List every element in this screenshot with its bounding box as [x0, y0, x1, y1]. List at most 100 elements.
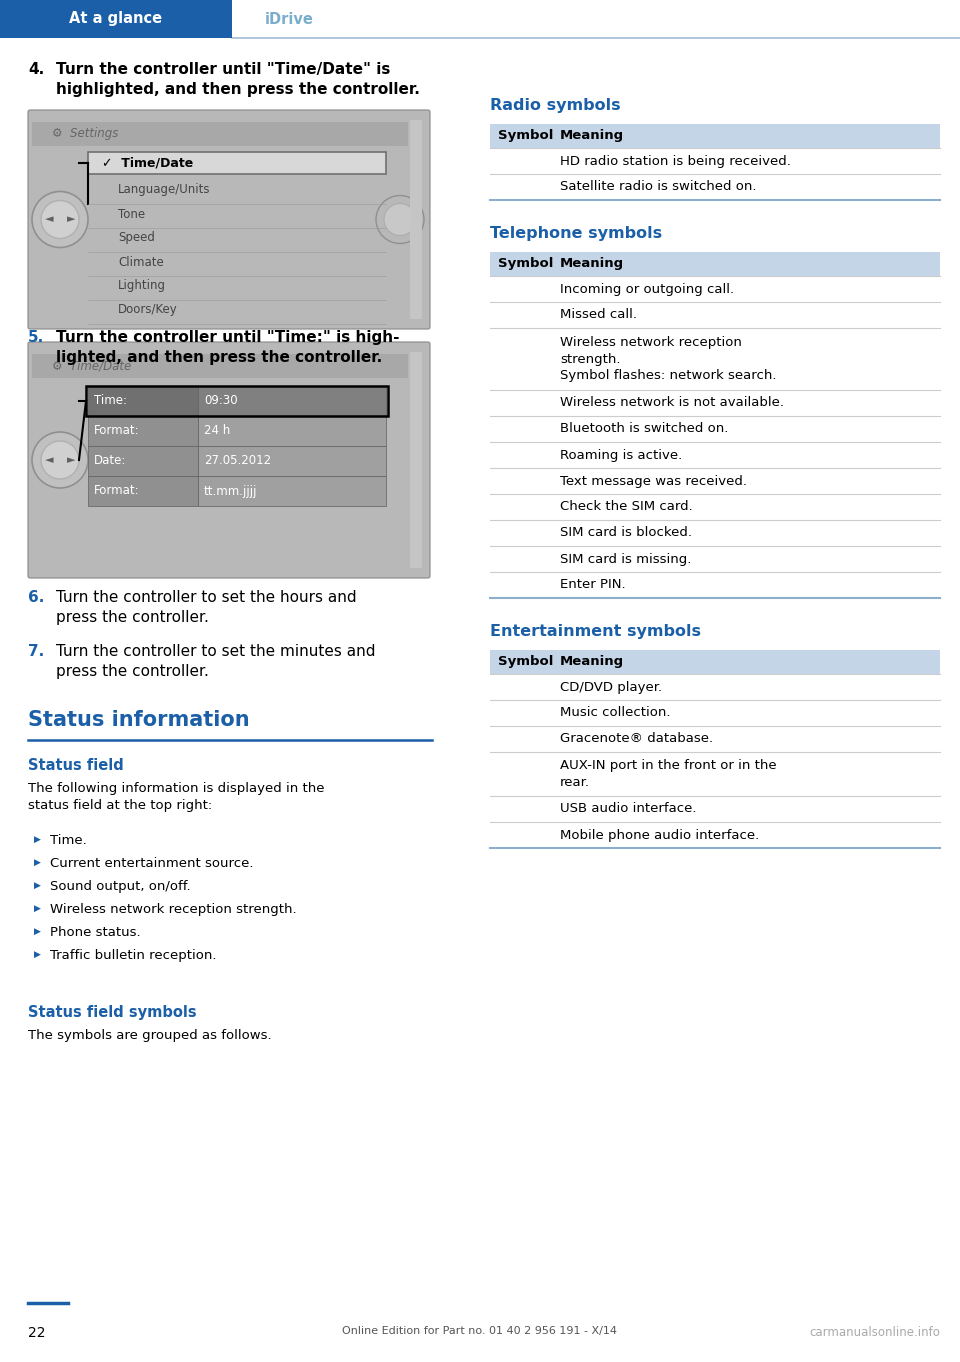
Bar: [32, 123, 408, 146]
Text: ▶: ▶: [34, 858, 41, 868]
Text: Missed call.: Missed call.: [560, 309, 637, 321]
Text: Mobile phone audio interface.: Mobile phone audio interface.: [560, 828, 759, 842]
Circle shape: [32, 432, 88, 488]
Text: Gracenote® database.: Gracenote® database.: [560, 733, 713, 745]
Bar: [0, 0, 232, 38]
Text: Speed: Speed: [118, 232, 155, 245]
Text: 6.: 6.: [28, 590, 44, 605]
Text: Format:: Format:: [94, 425, 139, 437]
Text: ►: ►: [67, 455, 75, 464]
Bar: [198, 385, 386, 415]
Text: ►: ►: [67, 214, 75, 225]
Text: Language/Units: Language/Units: [118, 184, 210, 196]
Text: tt.mm.jjjj: tt.mm.jjjj: [204, 485, 257, 497]
Bar: [88, 475, 198, 507]
Text: 27.05.2012: 27.05.2012: [204, 455, 271, 467]
Text: ⚙  Time/Date: ⚙ Time/Date: [52, 360, 132, 372]
Text: Time:: Time:: [94, 395, 127, 407]
Text: Music collection.: Music collection.: [560, 707, 670, 719]
Text: Turn the controller to set the minutes and
press the controller.: Turn the controller to set the minutes a…: [56, 644, 375, 678]
Bar: [32, 354, 408, 379]
Bar: [490, 650, 940, 674]
Bar: [198, 475, 386, 507]
Text: Telephone symbols: Telephone symbols: [490, 226, 662, 241]
Text: iDrive: iDrive: [265, 11, 314, 26]
Text: 22: 22: [28, 1327, 45, 1340]
Circle shape: [376, 196, 424, 244]
Bar: [490, 124, 940, 148]
Text: ▶: ▶: [34, 951, 41, 959]
Text: ✓  Time/Date: ✓ Time/Date: [102, 157, 193, 169]
Circle shape: [384, 203, 416, 236]
Text: Lighting: Lighting: [118, 279, 166, 293]
Text: Date:: Date:: [94, 455, 127, 467]
Text: The following information is displayed in the
status field at the top right:: The following information is displayed i…: [28, 782, 324, 812]
Bar: [410, 351, 422, 568]
Text: Climate: Climate: [118, 256, 164, 268]
Text: Time.: Time.: [50, 834, 86, 847]
Text: 4.: 4.: [28, 63, 44, 78]
Text: 09:30: 09:30: [204, 395, 238, 407]
Bar: [88, 445, 198, 475]
Text: Status field: Status field: [28, 759, 124, 774]
Circle shape: [32, 192, 88, 248]
Text: Current entertainment source.: Current entertainment source.: [50, 857, 253, 870]
Text: Turn the controller until "Time:" is high-
lighted, and then press the controlle: Turn the controller until "Time:" is hig…: [56, 330, 399, 365]
Text: Meaning: Meaning: [560, 129, 624, 143]
Text: The symbols are grouped as follows.: The symbols are grouped as follows.: [28, 1030, 272, 1042]
Text: 5.: 5.: [28, 330, 44, 345]
FancyBboxPatch shape: [28, 342, 430, 577]
Text: carmanualsonline.info: carmanualsonline.info: [809, 1327, 940, 1339]
Text: At a glance: At a glance: [69, 11, 162, 26]
Text: HD radio station is being received.: HD radio station is being received.: [560, 154, 791, 168]
Text: Entertainment symbols: Entertainment symbols: [490, 624, 701, 639]
Text: Bluetooth is switched on.: Bluetooth is switched on.: [560, 422, 729, 436]
Text: Symbol: Symbol: [498, 129, 553, 143]
Text: Enter PIN.: Enter PIN.: [560, 579, 626, 591]
Text: Phone status.: Phone status.: [50, 926, 140, 938]
Text: Wireless network reception strength.: Wireless network reception strength.: [50, 903, 297, 917]
Text: Status field symbols: Status field symbols: [28, 1005, 197, 1020]
Text: Incoming or outgoing call.: Incoming or outgoing call.: [560, 282, 734, 296]
Circle shape: [41, 441, 79, 479]
Text: Turn the controller to set the hours and
press the controller.: Turn the controller to set the hours and…: [56, 590, 356, 625]
Bar: [88, 153, 386, 174]
Text: Wireless network is not available.: Wireless network is not available.: [560, 396, 784, 410]
Text: Roaming is active.: Roaming is active.: [560, 448, 683, 462]
Text: Symbol: Symbol: [498, 257, 553, 271]
FancyBboxPatch shape: [28, 110, 430, 330]
Text: Tone: Tone: [118, 207, 145, 221]
Text: Turn the controller until "Time/Date" is
highlighted, and then press the control: Turn the controller until "Time/Date" is…: [56, 63, 420, 97]
Text: ◄: ◄: [45, 214, 53, 225]
Text: Check the SIM card.: Check the SIM card.: [560, 500, 693, 513]
Circle shape: [41, 200, 79, 238]
Bar: [410, 120, 422, 319]
Text: Format:: Format:: [94, 485, 139, 497]
Bar: [88, 415, 198, 445]
Text: Wireless network reception
strength.
Symbol flashes: network search.: Wireless network reception strength. Sym…: [560, 336, 777, 381]
Text: Satellite radio is switched on.: Satellite radio is switched on.: [560, 181, 756, 193]
Text: Traffic bulletin reception.: Traffic bulletin reception.: [50, 949, 217, 962]
Text: ▶: ▶: [34, 881, 41, 889]
Bar: [88, 385, 198, 415]
Text: Status information: Status information: [28, 710, 250, 730]
Text: SIM card is blocked.: SIM card is blocked.: [560, 527, 692, 539]
Text: Meaning: Meaning: [560, 257, 624, 271]
Text: Text message was received.: Text message was received.: [560, 474, 747, 488]
Text: Online Edition for Part no. 01 40 2 956 191 - X/14: Online Edition for Part no. 01 40 2 956 …: [343, 1327, 617, 1336]
Text: ▶: ▶: [34, 928, 41, 936]
Text: USB audio interface.: USB audio interface.: [560, 802, 697, 816]
Text: Doors/Key: Doors/Key: [118, 304, 178, 316]
Text: ⚙  Settings: ⚙ Settings: [52, 128, 118, 140]
Text: CD/DVD player.: CD/DVD player.: [560, 681, 662, 693]
Text: Sound output, on/off.: Sound output, on/off.: [50, 880, 191, 893]
Text: Meaning: Meaning: [560, 655, 624, 669]
Text: 7.: 7.: [28, 644, 44, 659]
Bar: [198, 445, 386, 475]
Text: ▶: ▶: [34, 835, 41, 844]
Bar: [490, 252, 940, 276]
Text: ▶: ▶: [34, 904, 41, 913]
Bar: [86, 385, 388, 415]
Text: Symbol: Symbol: [498, 655, 553, 669]
Text: 24 h: 24 h: [204, 425, 230, 437]
